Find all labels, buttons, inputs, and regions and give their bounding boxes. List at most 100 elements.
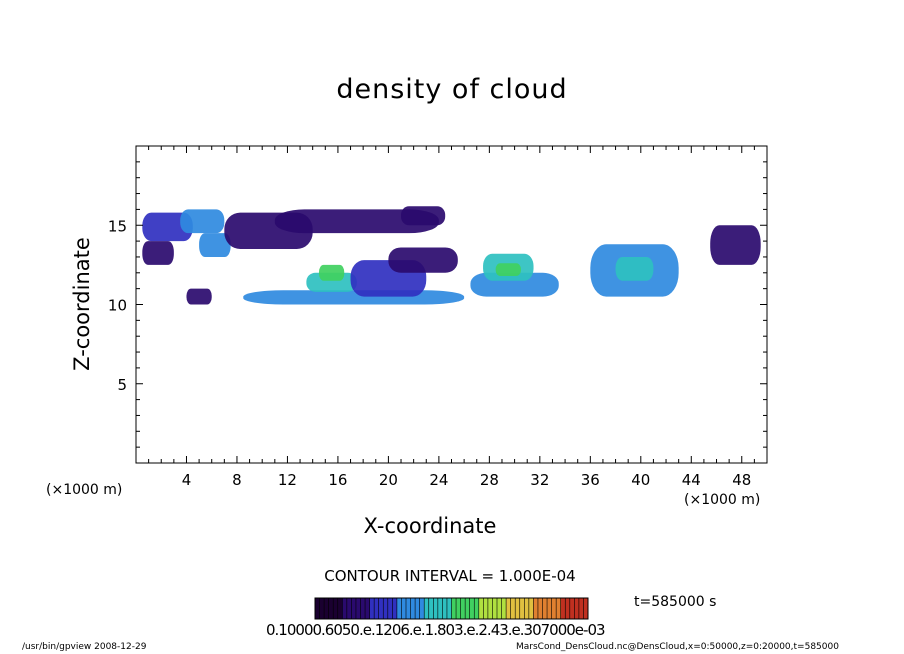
colorbar-swatch [410,598,416,619]
colorbar-swatch [442,598,448,619]
colorbar-swatch [374,598,380,619]
cloud-cell [401,206,446,226]
colorbar-swatch [492,598,498,619]
colorbar-swatch [365,598,371,619]
chart-title: density of cloud [336,74,568,105]
x-tick-label: 48 [732,471,751,489]
colorbar-swatch [415,598,421,619]
plot-frame [135,145,768,464]
x-tick-label: 12 [278,471,297,489]
colorbar-swatch [528,598,534,619]
colorbar-frame [314,597,589,620]
colorbar-swatch [497,598,503,619]
cloud-cell [199,233,231,257]
contour-interval: CONTOUR INTERVAL = 1.000E-04 [324,567,576,585]
colorbar-swatch [419,598,425,619]
cloud-cell [243,290,465,305]
time-label: t=585000 s [634,594,717,610]
colorbar-swatch [474,598,480,619]
colorbar-swatch [433,598,439,619]
colorbar-swatch [483,598,489,619]
colorbar-swatch [578,598,584,619]
cloud-cell [710,225,761,265]
x-tick-label: 24 [429,471,448,489]
colorbar-swatch [542,598,548,619]
colorbar-swatch [337,598,343,619]
colorbar-swatch [342,598,348,619]
cloud-cell [180,209,225,234]
colorbar-swatch [537,598,543,619]
cloud-cell [495,263,521,276]
y-tick-label: 5 [117,376,127,394]
colorbar-swatch [547,598,553,619]
x-tick-label: 44 [682,471,701,489]
colorbar-swatch [369,598,375,619]
colorbar-swatch [355,598,361,619]
colorbar-swatch [465,598,471,619]
x-tick-label: 20 [379,471,398,489]
colorbar-swatch [519,598,525,619]
colorbar-swatch [533,598,539,619]
colorbar-swatch [456,598,462,619]
footer-left: /usr/bin/gpview 2008-12-29 [22,642,147,652]
colorbar-swatch [328,598,334,619]
colorbar-swatch [315,598,321,619]
colorbar-swatch [396,598,402,619]
colorbar-swatch [346,598,352,619]
footer-right: MarsCond_DensCloud.nc@DensCloud,x=0:5000… [516,642,839,652]
cloud-cell [306,272,357,292]
colorbar-swatch [515,598,521,619]
colorbar-swatch [383,598,389,619]
colorbar-swatch [574,598,580,619]
colorbar-swatch [387,598,393,619]
x-tick-label: 40 [631,471,650,489]
colorbar-swatch [501,598,507,619]
colorbar-swatch [378,598,384,619]
colorbar-swatch [556,598,562,619]
colorbar-swatch [565,598,571,619]
colorbar-swatch [428,598,434,619]
colorbar-swatch [551,598,557,619]
x-tick-label: 28 [480,471,499,489]
colorbar-swatch [487,598,493,619]
y-tick-label: 10 [108,297,127,315]
colorbar-swatch [460,598,466,619]
colorbar-swatch [446,598,452,619]
cloud-cell [274,209,439,234]
colorbar-swatch [451,598,457,619]
colorbar-swatch [324,598,330,619]
x-tick-label: 36 [581,471,600,489]
x-unit-label-left: (×1000 m) [46,482,123,498]
colorbar-swatch [506,598,512,619]
colorbar-swatch [524,598,530,619]
colorbar-labels: 0.10000.6050.e.1206.e.1.803.e.2.43.e.307… [266,621,606,639]
colorbar-swatch [424,598,430,619]
colorbar-swatch [583,598,589,619]
colorbar-swatch [401,598,407,619]
y-tick-label: 15 [108,217,127,235]
colorbar-swatch [560,598,566,619]
colorbar-swatch [392,598,398,619]
cloud-cell [186,288,212,305]
cloud-cell [142,212,193,242]
x-tick-label: 32 [530,471,549,489]
colorbar-swatch [333,598,339,619]
x-axis-label: X-coordinate [363,514,497,538]
colorbar-swatch [406,598,412,619]
colorbar-swatch [569,598,575,619]
x-tick-label: 4 [182,471,192,489]
cloud-cell [318,264,345,281]
colorbar-swatch [469,598,475,619]
cloud-cell [388,247,458,273]
colorbar-swatch [437,598,443,619]
colorbar-swatch [360,598,366,619]
colorbar-swatch [351,598,357,619]
cloud-cell [142,241,174,265]
colorbar-swatch [319,598,325,619]
x-tick-label: 16 [328,471,347,489]
x-unit-label-right: (×1000 m) [684,492,761,508]
colorbar-swatch [510,598,516,619]
x-tick-label: 8 [232,471,242,489]
cloud-cell [615,256,654,281]
